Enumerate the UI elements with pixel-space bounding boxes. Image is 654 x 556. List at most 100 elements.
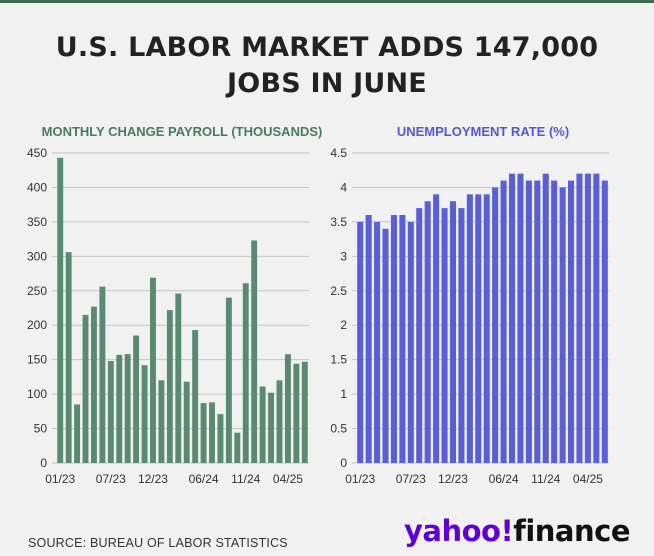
yahoo-finance-logo: yahoo!finance — [404, 514, 630, 548]
unemployment-bar — [374, 221, 381, 463]
unemployment-y-tick-label: 0 — [340, 456, 347, 470]
unemployment-bar — [475, 194, 482, 464]
payroll-x-tick-label: 07/23 — [96, 472, 126, 486]
payroll-y-tick-label: 450 — [27, 146, 47, 160]
unemployment-y-tick-label: 4 — [340, 180, 347, 194]
unemployment-y-tick-label: 1 — [340, 387, 347, 401]
unemployment-bar — [382, 228, 389, 463]
title-line-1: U.S. LABOR MARKET ADDS 147,000 — [55, 32, 599, 63]
unemployment-x-tick-label: 04/25 — [573, 472, 603, 486]
payroll-y-tick-label: 0 — [40, 456, 47, 470]
unemployment-y-tick-label: 2.5 — [330, 284, 347, 298]
payroll-bar — [133, 335, 140, 463]
unemployment-bar — [551, 180, 558, 464]
payroll-bar — [166, 310, 173, 463]
payroll-x-tick-label: 11/24 — [231, 472, 260, 486]
unemployment-bar — [568, 180, 575, 464]
payroll-bar — [242, 283, 249, 463]
payroll-y-tick-label: 300 — [27, 249, 47, 263]
payroll-y-tick-label: 50 — [34, 422, 48, 436]
payroll-y-tick-label: 100 — [27, 387, 47, 401]
unemployment-bar — [458, 208, 465, 463]
unemployment-y-tick-label: 4.5 — [330, 146, 347, 160]
payroll-bar — [65, 252, 72, 463]
unemployment-bar — [534, 180, 541, 464]
unemployment-bar — [508, 173, 516, 463]
page-title: U.S. LABOR MARKET ADDS 147,000 JOBS IN J… — [0, 30, 654, 102]
unemployment-bar — [593, 173, 600, 463]
unemployment-x-tick-label: 06/24 — [489, 472, 519, 486]
unemployment-bar — [517, 173, 524, 463]
logo-slash: ! — [500, 514, 514, 548]
unemployment-y-tick-label: 2 — [340, 318, 347, 332]
payroll-bar — [268, 392, 275, 463]
payroll-bar — [251, 240, 258, 463]
payroll-bar — [124, 354, 131, 463]
payroll-bar — [107, 361, 114, 463]
logo-yahoo: yahoo — [404, 514, 501, 548]
payroll-bar — [82, 314, 89, 463]
payroll-y-tick-label: 250 — [27, 284, 47, 298]
unemployment-bar — [601, 180, 608, 464]
unemployment-bar — [399, 215, 406, 463]
payroll-bar — [158, 380, 165, 463]
unemployment-bar — [449, 201, 457, 463]
unemployment-y-tick-label: 0.5 — [330, 422, 347, 436]
unemployment-bar — [525, 180, 532, 464]
unemployment-bar — [500, 180, 507, 464]
payroll-bar — [150, 277, 156, 463]
payroll-bar — [192, 330, 199, 463]
payroll-bar — [225, 297, 232, 463]
payroll-bar — [293, 363, 300, 463]
payroll-bar — [57, 157, 64, 464]
payroll-y-tick-label: 200 — [27, 318, 47, 332]
payroll-chart-title: MONTHLY CHANGE PAYROLL (THOUSANDS) — [41, 124, 323, 139]
unemployment-x-tick-label: 01/23 — [345, 472, 375, 486]
payroll-bar — [183, 381, 190, 463]
payroll-x-tick-label: 04/25 — [273, 472, 303, 486]
source-note: SOURCE: BUREAU OF LABOR STATISTICS — [28, 536, 288, 550]
unemployment-bar — [424, 201, 431, 463]
unemployment-y-tick-label: 1.5 — [330, 353, 347, 367]
payroll-bar — [234, 432, 241, 463]
unemployment-bar — [483, 194, 490, 464]
unemployment-x-tick-label: 12/23 — [438, 472, 468, 486]
unemployment-bar — [542, 173, 549, 463]
title-line-2: JOBS IN JUNE — [227, 68, 427, 99]
payroll-x-tick-label: 06/24 — [189, 472, 219, 486]
unemployment-bar — [576, 173, 583, 463]
unemployment-bar — [559, 187, 566, 463]
payroll-bar — [301, 361, 308, 463]
payroll-y-tick-label: 400 — [27, 180, 47, 194]
unemployment-x-tick-label: 11/24 — [531, 472, 560, 486]
top-accent-line — [0, 0, 654, 3]
payroll-bar — [74, 404, 81, 463]
payroll-bar — [284, 354, 291, 463]
payroll-bar — [99, 286, 106, 463]
unemployment-y-tick-label: 3 — [340, 249, 347, 263]
payroll-bar — [209, 402, 215, 463]
payroll-x-tick-label: 01/23 — [45, 472, 75, 486]
unemployment-bar — [433, 194, 440, 464]
unemployment-x-tick-label: 07/23 — [396, 472, 426, 486]
payroll-bar — [200, 403, 207, 463]
unemployment-bar — [357, 221, 364, 463]
unemployment-bar — [407, 221, 414, 463]
unemployment-bar — [441, 208, 448, 463]
unemployment-bar — [492, 187, 499, 463]
unemployment-bar — [390, 215, 397, 463]
payroll-bar — [276, 380, 283, 463]
payroll-bar — [259, 386, 266, 463]
payroll-y-tick-label: 350 — [27, 215, 47, 229]
unemployment-y-tick-label: 3.5 — [330, 215, 347, 229]
unemployment-bar — [466, 194, 473, 464]
payroll-bar — [116, 354, 123, 463]
unemployment-bar — [416, 208, 423, 463]
unemployment-chart-title: UNEMPLOYMENT RATE (%) — [396, 124, 570, 139]
unemployment-bar — [365, 215, 372, 463]
payroll-bar — [90, 306, 97, 463]
payroll-bar — [217, 414, 224, 463]
unemployment-bar — [584, 173, 591, 463]
